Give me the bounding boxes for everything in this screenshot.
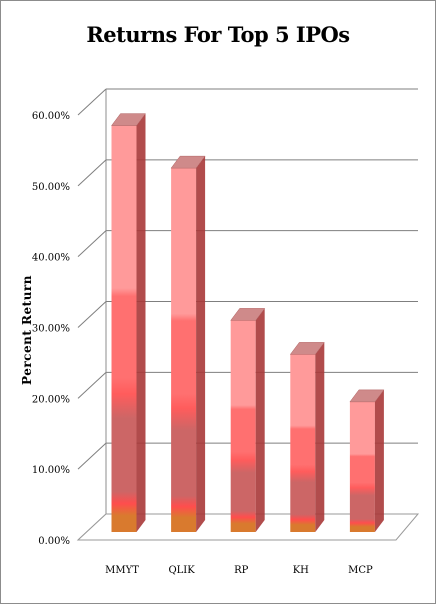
bar-mmyt [111,125,137,532]
y-tick-label: 50.00% [32,182,70,193]
gridline-diagonal [77,88,107,116]
bar-mcp [349,401,375,532]
bar-side-mmyt [136,113,146,532]
bar-cap-kh [289,342,325,355]
gridline-diagonal [77,371,107,399]
chart-title: Returns For Top 5 IPOs [86,22,350,47]
bar-side-kh [315,342,325,532]
x-tick-label: QLIK [168,565,195,576]
bar-qlik [171,168,197,532]
bar-side-rp [255,308,265,532]
bar-cap-mcp [349,389,385,403]
y-tick-label: 60.00% [32,111,70,122]
gridline-diagonal [77,442,107,470]
bar-kh [290,354,316,532]
gridline-diagonal [77,301,107,328]
y-tick-label: 0.00% [38,536,70,547]
y-tick-label: 30.00% [32,324,70,335]
x-tick-label: MMYT [105,565,139,576]
x-tick-label: MCP [348,565,373,576]
y-tick-label: 10.00% [32,465,70,476]
bar-rp [230,320,256,532]
y-tick-label: 40.00% [32,253,70,264]
x-tick-label: KH [293,565,309,576]
gridline-diagonal [77,159,107,187]
bar-cap-rp [230,308,266,321]
bar-cap-mmyt [111,113,146,126]
y-tick-label: 20.00% [32,394,70,405]
gridline-diagonal [77,230,107,258]
x-tick-label: RP [234,565,249,576]
bar-side-mcp [374,389,384,532]
bar-side-qlik [196,156,206,532]
bar-cap-qlik [170,155,206,169]
